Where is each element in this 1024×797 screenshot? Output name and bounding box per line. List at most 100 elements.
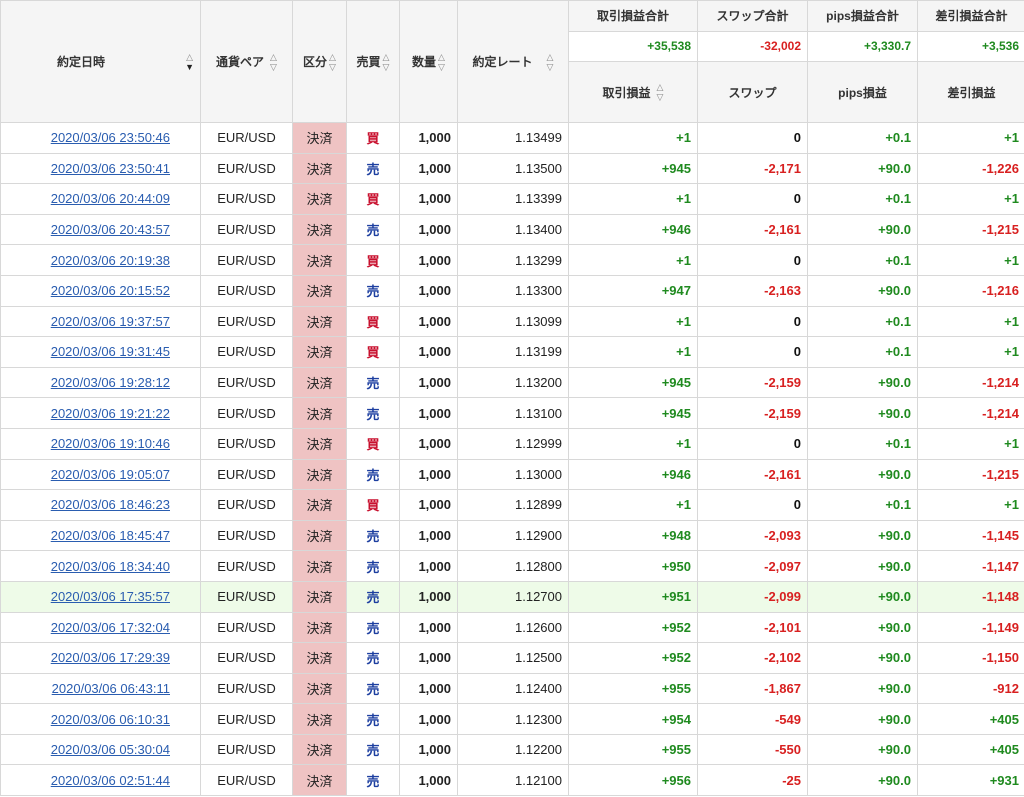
net-cell: +1 (917, 244, 1024, 276)
table-row: 2020/03/06 18:46:23 EUR/USD 決済買 1,000 1.1289… (0, 489, 1024, 521)
trade-datetime-link[interactable]: 2020/03/06 20:44:09 (50, 191, 170, 207)
trade-datetime-link[interactable]: 2020/03/06 02:51:44 (50, 772, 170, 788)
trade-datetime-link[interactable]: 2020/03/06 19:31:45 (50, 344, 170, 360)
kubun-cell: 決済 (292, 458, 347, 491)
trade-datetime-link[interactable]: 2020/03/06 20:19:38 (50, 252, 170, 268)
rate-cell: 1.12500 (457, 642, 569, 674)
trade-datetime-link[interactable]: 2020/03/06 23:50:46 (50, 130, 170, 146)
trade-datetime-link[interactable]: 2020/03/06 17:32:04 (50, 619, 170, 635)
sort-icon[interactable]: △ ▽ (329, 51, 336, 72)
pl-cell: +945 (568, 397, 698, 429)
trade-datetime-link[interactable]: 2020/03/06 23:50:41 (50, 160, 170, 176)
sort-icon[interactable]: △ ▽ (438, 51, 445, 72)
pips-total-label: pips損益合計 (808, 2, 917, 32)
pl-cell: +1 (568, 244, 698, 276)
table-row: 2020/03/06 18:34:40 EUR/USD 決済売 1,000 1.1280… (0, 550, 1024, 582)
trade-datetime-link[interactable]: 2020/03/06 19:37:57 (50, 313, 170, 329)
rate-cell: 1.12100 (457, 764, 569, 797)
col-header-side[interactable]: 売買 △ ▽ (346, 0, 400, 123)
table-row: 2020/03/06 06:10:31 EUR/USD 決済売 1,000 1.1230… (0, 703, 1024, 735)
pips-cell: +0.1 (807, 489, 918, 521)
table-row: 2020/03/06 23:50:41 EUR/USD 決済売 1,000 1.1350… (0, 152, 1024, 185)
swap-total-value: -32,002 (698, 32, 807, 61)
sort-icon[interactable]: △ ▽ (270, 51, 277, 72)
trade-datetime-link[interactable]: 2020/03/06 17:29:39 (50, 650, 170, 666)
qty-cell: 1,000 (399, 611, 458, 644)
qty-cell: 1,000 (399, 244, 458, 276)
trade-datetime-link[interactable]: 2020/03/06 20:43:57 (50, 222, 170, 238)
col-header-kubun[interactable]: 区分 △ ▽ (292, 0, 347, 123)
pl-cell: +955 (568, 733, 698, 766)
col-header-datetime[interactable]: 約定日時 △ ▼ (0, 0, 201, 123)
pips-cell: +90.0 (807, 764, 918, 797)
trade-datetime-link[interactable]: 2020/03/06 19:10:46 (50, 436, 170, 452)
rate-cell: 1.13299 (457, 244, 569, 276)
swap-cell: -25 (697, 764, 808, 797)
pair-cell: EUR/USD (200, 122, 293, 154)
pl-cell: +1 (568, 183, 698, 215)
net-cell: +1 (917, 183, 1024, 215)
table-row: 2020/03/06 23:50:46 EUR/USD 決済買 1,000 1.1349… (0, 122, 1024, 154)
datetime-cell: 2020/03/06 06:43:11 (0, 672, 201, 705)
side-cell: 買 (346, 489, 400, 521)
trade-datetime-link[interactable]: 2020/03/06 19:05:07 (50, 466, 170, 482)
datetime-cell: 2020/03/06 19:28:12 (0, 366, 201, 399)
col-header-rate[interactable]: 約定レート △ ▽ (457, 0, 569, 123)
rate-cell: 1.12700 (457, 580, 569, 613)
sort-icon[interactable]: △ ▽ (546, 51, 554, 72)
net-cell: -1,226 (917, 152, 1024, 185)
col-header-pl-total: 取引損益合計 +35,538 (568, 0, 698, 62)
swap-cell: 0 (697, 336, 808, 368)
side-cell: 売 (346, 458, 400, 491)
pair-cell: EUR/USD (200, 550, 293, 582)
rate-cell: 1.13500 (457, 152, 569, 185)
table-row: 2020/03/06 19:21:22 EUR/USD 決済売 1,000 1.1310… (0, 397, 1024, 429)
pl-total-label: 取引損益合計 (569, 2, 697, 32)
net-cell: +1 (917, 427, 1024, 460)
swap-total-label: スワップ合計 (698, 2, 807, 32)
rate-cell: 1.12200 (457, 733, 569, 766)
net-total-value: +3,536 (918, 32, 1024, 61)
kubun-cell: 決済 (292, 152, 347, 185)
pips-cell: +90.0 (807, 397, 918, 429)
pl-cell: +956 (568, 764, 698, 797)
trade-datetime-link[interactable]: 2020/03/06 06:43:11 (51, 680, 170, 696)
trade-datetime-link[interactable]: 2020/03/06 18:45:47 (50, 528, 170, 544)
col-header-pair[interactable]: 通貨ペア △ ▽ (200, 0, 293, 123)
side-cell: 買 (346, 305, 400, 338)
net-cell: -912 (917, 672, 1024, 705)
net-cell: +1 (917, 336, 1024, 368)
pips-cell: +0.1 (807, 183, 918, 215)
trade-datetime-link[interactable]: 2020/03/06 19:28:12 (50, 375, 170, 391)
swap-cell: 0 (697, 183, 808, 215)
swap-cell: -2,159 (697, 397, 808, 429)
pips-total-value: +3,330.7 (808, 32, 917, 61)
trade-datetime-link[interactable]: 2020/03/06 18:46:23 (50, 497, 170, 513)
table-row: 2020/03/06 19:28:12 EUR/USD 決済売 1,000 1.1320… (0, 366, 1024, 399)
sort-icon[interactable]: △ ▽ (382, 51, 390, 72)
trade-datetime-link[interactable]: 2020/03/06 05:30:04 (50, 742, 170, 758)
col-header-datetime-label: 約定日時 (57, 55, 106, 69)
col-header-pl[interactable]: 取引損益 △ ▽ (568, 61, 698, 123)
trade-datetime-link[interactable]: 2020/03/06 19:21:22 (50, 405, 170, 421)
pair-cell: EUR/USD (200, 427, 293, 460)
trade-datetime-link[interactable]: 2020/03/06 20:15:52 (50, 283, 170, 299)
qty-cell: 1,000 (399, 397, 458, 429)
swap-cell: -2,161 (697, 458, 808, 491)
trade-datetime-link[interactable]: 2020/03/06 17:35:57 (50, 589, 170, 605)
qty-cell: 1,000 (399, 183, 458, 215)
trade-datetime-link[interactable]: 2020/03/06 18:34:40 (50, 558, 170, 574)
sort-desc-active-icon[interactable]: △ ▼ (185, 51, 194, 72)
swap-cell: -2,171 (697, 152, 808, 185)
col-header-qty[interactable]: 数量 △ ▽ (399, 0, 458, 123)
col-header-pips: pips損益 (807, 61, 918, 123)
pair-cell: EUR/USD (200, 366, 293, 399)
sort-icon[interactable]: △ ▽ (656, 82, 664, 102)
kubun-cell: 決済 (292, 519, 347, 552)
rate-cell: 1.13100 (457, 397, 569, 429)
pips-cell: +0.1 (807, 122, 918, 154)
qty-cell: 1,000 (399, 213, 458, 246)
datetime-cell: 2020/03/06 20:15:52 (0, 274, 201, 307)
side-cell: 売 (346, 366, 400, 399)
trade-datetime-link[interactable]: 2020/03/06 06:10:31 (50, 711, 170, 727)
